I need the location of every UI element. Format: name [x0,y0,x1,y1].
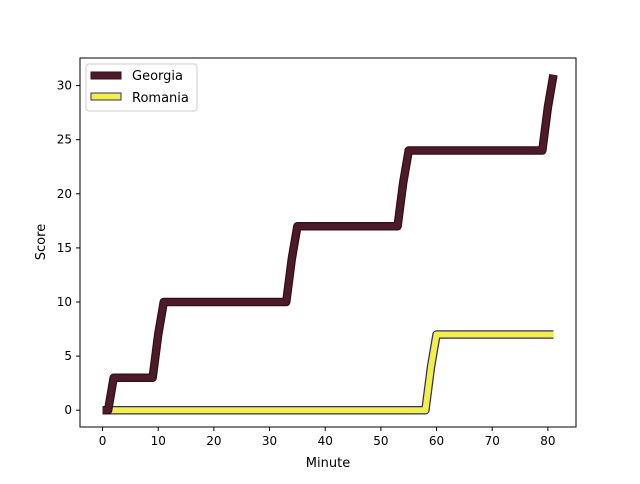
series-line-georgia [102,74,557,414]
x-axis-label: Minute [306,456,350,471]
axis-ticks: 0 10 20 30 40 50 60 70 80 0 5 10 15 20 25 30 [57,79,556,448]
x-tick-label: 0 [99,434,107,448]
x-tick-label: 80 [540,434,555,448]
x-tick-label: 70 [485,434,500,448]
series-layer [102,74,558,415]
x-tick-label: 60 [429,434,444,448]
legend-label-georgia: Georgia [132,69,183,84]
x-tick-label: 30 [262,434,277,448]
y-tick-label: 10 [57,295,72,309]
x-tick-label: 50 [373,434,388,448]
y-tick-label: 0 [64,403,72,417]
y-tick-label: 15 [57,241,72,255]
x-tick-label: 40 [318,434,333,448]
y-tick-label: 5 [64,349,72,363]
legend-label-romania: Romania [132,91,189,106]
y-axis-label: Score [34,224,49,260]
series-line-romania [102,331,554,414]
y-tick-label: 20 [57,187,72,201]
plot-area-frame [79,57,577,428]
y-tick-label: 25 [57,133,72,147]
x-tick-label: 20 [206,434,221,448]
legend-swatch-romania [90,92,122,101]
legend: Georgia Romania [85,63,198,112]
y-tick-label: 30 [57,79,72,93]
legend-swatch-georgia [90,71,122,80]
x-tick-label: 10 [151,434,166,448]
